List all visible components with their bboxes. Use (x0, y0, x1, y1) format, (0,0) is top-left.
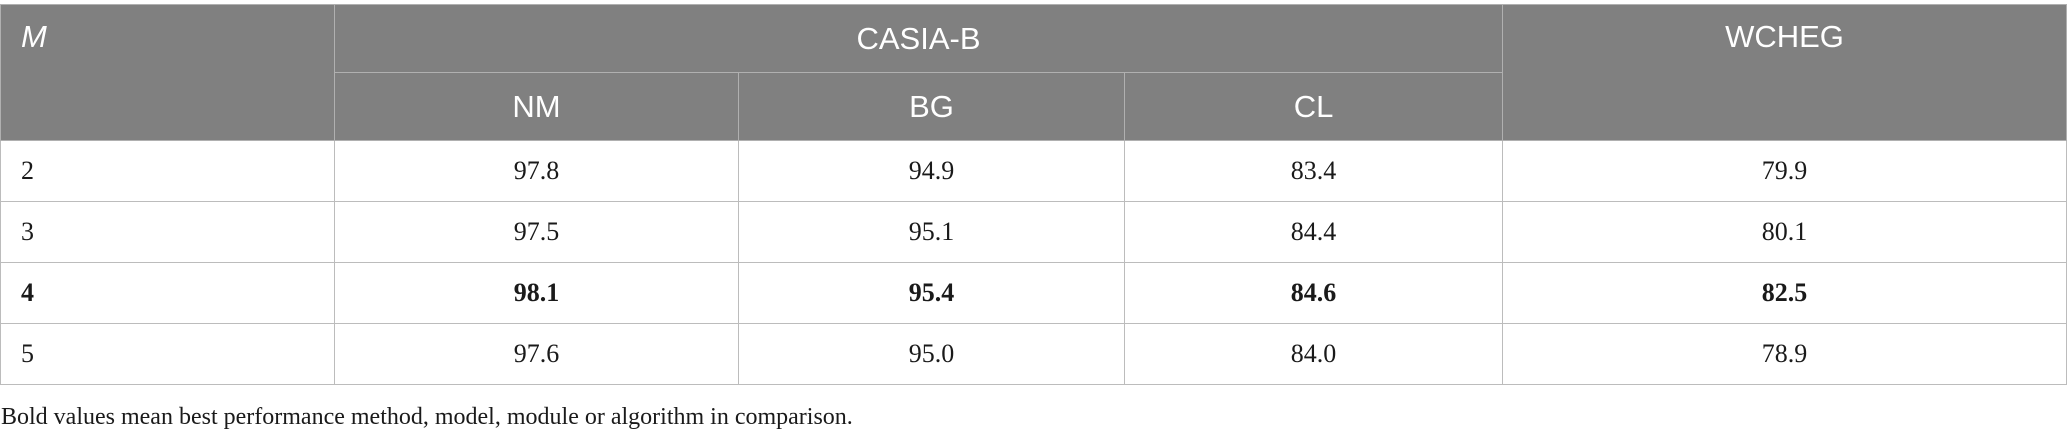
column-header-m: M (0, 4, 335, 141)
table-header: M CASIA-B WCHEG NM BG CL (0, 4, 2067, 141)
cell-cl: 84.0 (1123, 323, 1504, 385)
header-row-sub: NM BG CL (1, 72, 2067, 141)
cell-bg: 95.0 (738, 323, 1125, 385)
column-header-cl: CL (1123, 72, 1504, 141)
column-header-nm: NM (334, 72, 739, 141)
cell-bg: 95.4 (738, 262, 1125, 324)
cell-cl: 83.4 (1123, 140, 1504, 202)
cell-m: 4 (0, 262, 335, 324)
cell-nm: 97.5 (334, 201, 739, 263)
cell-cl: 84.4 (1123, 201, 1504, 263)
table-row: 2 97.8 94.9 83.4 79.9 (0, 140, 2067, 202)
table-row: 3 97.5 95.1 84.4 80.1 (0, 201, 2067, 263)
header-row-top: M CASIA-B WCHEG (0, 4, 2067, 141)
cell-m: 5 (0, 323, 335, 385)
cell-nm: 97.6 (334, 323, 739, 385)
results-table: M CASIA-B WCHEG NM BG CL 2 97.8 94.9 83.… (0, 4, 2067, 385)
cell-wcheg: 82.5 (1502, 262, 2067, 324)
table-row-best: 4 98.1 95.4 84.6 82.5 (0, 262, 2067, 324)
column-header-bg: BG (738, 72, 1125, 141)
table-body: 2 97.8 94.9 83.4 79.9 3 97.5 95.1 84.4 8… (0, 140, 2067, 385)
column-header-wcheg: WCHEG (1502, 4, 2067, 141)
cell-cl: 84.6 (1123, 262, 1504, 324)
table-footnote: Bold values mean best performance method… (1, 404, 853, 430)
cell-bg: 94.9 (738, 140, 1125, 202)
cell-nm: 98.1 (334, 262, 739, 324)
cell-nm: 97.8 (334, 140, 739, 202)
cell-wcheg: 78.9 (1502, 323, 2067, 385)
cell-m: 2 (0, 140, 335, 202)
cell-wcheg: 79.9 (1502, 140, 2067, 202)
cell-wcheg: 80.1 (1502, 201, 2067, 263)
cell-bg: 95.1 (738, 201, 1125, 263)
table-row: 5 97.6 95.0 84.0 78.9 (0, 323, 2067, 385)
cell-m: 3 (0, 201, 335, 263)
column-group-casia-b: CASIA-B (333, 4, 1504, 73)
